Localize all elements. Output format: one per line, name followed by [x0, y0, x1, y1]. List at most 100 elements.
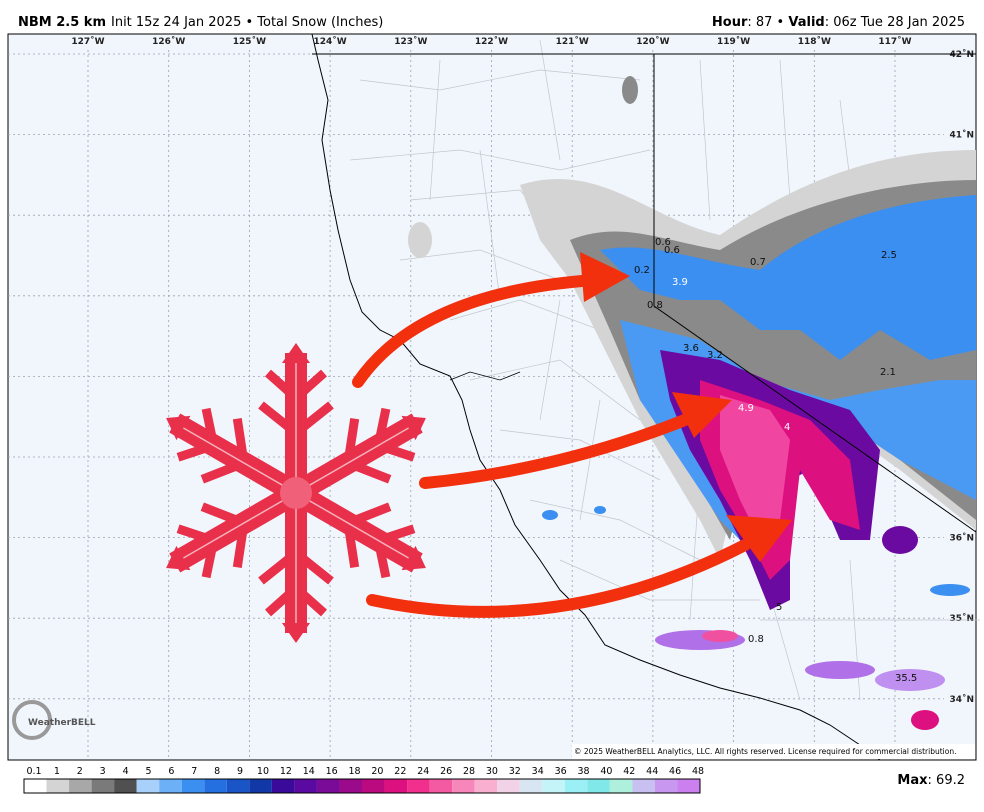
map-shape	[419, 412, 696, 489]
colorbar-tick-label: 14	[303, 766, 315, 777]
point-label: 2.5	[881, 250, 897, 261]
latitude-label: 36˚N	[949, 533, 974, 544]
point-label: 0.8	[647, 300, 663, 311]
colorbar-tick-label: 16	[326, 766, 338, 777]
colorbar-tick-label: 40	[600, 766, 612, 777]
colorbar-tick-label: 18	[349, 766, 361, 777]
colorbar-tick-label: 24	[417, 766, 429, 777]
colorbar-cell	[587, 779, 610, 793]
map-shape: 0.60.6 0.2 3.9 0.8 0.7 2.5 3.6 3.2 4.9 4 2.1 5 0.8 35…	[634, 237, 917, 684]
longitude-label: 121˚W	[556, 36, 589, 47]
colorbar-tick-label: 10	[257, 766, 269, 777]
header-left: NBM 2.5 km Init 15z 24 Jan 2025 • Total S…	[18, 15, 383, 30]
map-shape	[352, 274, 601, 388]
colorbar-frame	[23, 778, 701, 794]
latitude-label: 41˚N	[949, 130, 974, 141]
longitude-label: 122˚W	[475, 36, 508, 47]
map-shape	[672, 392, 732, 438]
colorbar-cell	[497, 779, 520, 793]
hour-text: : 87 •	[747, 15, 788, 30]
map-shape	[720, 395, 790, 540]
map-shape	[930, 584, 970, 596]
map-shape	[542, 510, 558, 520]
colorbar-cell	[249, 779, 272, 793]
colorbar-cell	[159, 779, 182, 793]
map-shape	[282, 343, 310, 363]
copyright: © 2025 WeatherBELL Analytics, LLC. All r…	[574, 747, 956, 756]
snowflake-icon	[149, 343, 444, 643]
colorbar-cell	[452, 779, 475, 793]
point-label: 0.7	[750, 257, 766, 268]
map-shape	[600, 195, 976, 360]
arrows	[352, 274, 751, 618]
colorbar-tick-label: 3	[100, 766, 106, 777]
colorbar-cell	[339, 779, 362, 793]
point-label: 3.2	[707, 350, 723, 361]
copyright-bg	[572, 744, 975, 759]
colorbar-tick-label: 9	[237, 766, 243, 777]
map: 127˚W 126˚W 125˚W 124˚W 123˚W 122˚W 121˚W 120˚W…	[7, 33, 980, 761]
init: Init 15z 24 Jan 2025 • Total Snow (Inche…	[111, 15, 383, 30]
longitude-label: 125˚W	[233, 36, 266, 47]
colorbar-cell	[519, 779, 543, 793]
map-shape	[805, 661, 875, 679]
colorbar-tick-label: 34	[532, 766, 544, 777]
longitude-label: 127˚W	[71, 36, 104, 47]
colorbar: 0.1 1 2 3 4 5 6 7 8 9 10 12 14 16 18 20 22 24 26 28 30 32 34 36…	[23, 766, 704, 794]
map-shape	[449, 371, 521, 381]
colorbar-cell	[91, 779, 115, 793]
map-shape	[366, 539, 751, 618]
point-label: 0.8	[748, 634, 764, 645]
arrow-heads	[580, 252, 792, 562]
colorbar-cell	[609, 779, 633, 793]
colorbar-tick-label: 30	[486, 766, 498, 777]
map-shape	[408, 222, 432, 258]
colorbar-cell	[226, 779, 250, 793]
colorbar-tick-label: 22	[394, 766, 406, 777]
map-shape	[580, 252, 630, 302]
colorbar-cell	[271, 779, 295, 793]
map-shape	[911, 710, 939, 730]
colorbar-tick-label: 5	[145, 766, 151, 777]
longitude-label: 119˚W	[717, 36, 750, 47]
colorbar-tick-label: 2	[77, 766, 83, 777]
max-label: Max	[897, 773, 928, 788]
max-text: : 69.2	[928, 773, 965, 788]
colorbar-cell	[542, 779, 565, 793]
point-label: 0.6	[655, 237, 671, 248]
valid-text: : 06z Tue 28 Jan 2025	[825, 15, 965, 30]
point-label: 4	[784, 422, 790, 433]
longitude-label: 120˚W	[636, 36, 669, 47]
colorbar-tick-label: 36	[555, 766, 567, 777]
colorbar-cell	[114, 779, 137, 793]
longitude-label: 124˚W	[313, 36, 346, 47]
colorbar-cell	[654, 779, 678, 793]
hour-label: Hour	[712, 15, 748, 30]
header-right: Hour: 87 • Valid: 06z Tue 28 Jan 2025	[712, 15, 965, 30]
snow-field	[408, 76, 976, 730]
map-shape	[653, 54, 977, 533]
colorbar-cell	[24, 779, 47, 793]
point-label: 3.9	[672, 277, 688, 288]
map-shape	[258, 369, 334, 617]
longitude-label: 117˚W	[878, 36, 911, 47]
colorbar-cell	[181, 779, 205, 793]
map-shape	[882, 526, 918, 554]
colorbar-cell	[294, 779, 317, 793]
colorbar-tick-label: 1	[54, 766, 60, 777]
max: Max: 69.2	[897, 773, 965, 788]
colorbar-tick-label: 46	[669, 766, 681, 777]
map-shape	[594, 506, 606, 514]
colorbar-tick-label: 26	[440, 766, 452, 777]
point-label: 3.6	[683, 343, 699, 354]
point-label: 2.1	[880, 367, 896, 378]
logo: WeatherBELL	[12, 700, 96, 740]
point-label: 0.2	[634, 265, 650, 276]
colorbar-tick-label: 6	[168, 766, 174, 777]
colorbar-cell	[474, 779, 498, 793]
borders	[311, 33, 977, 761]
colorbar-cell	[429, 779, 453, 793]
colorbar-cell	[136, 779, 160, 793]
colorbar-tick-label: 20	[371, 766, 383, 777]
